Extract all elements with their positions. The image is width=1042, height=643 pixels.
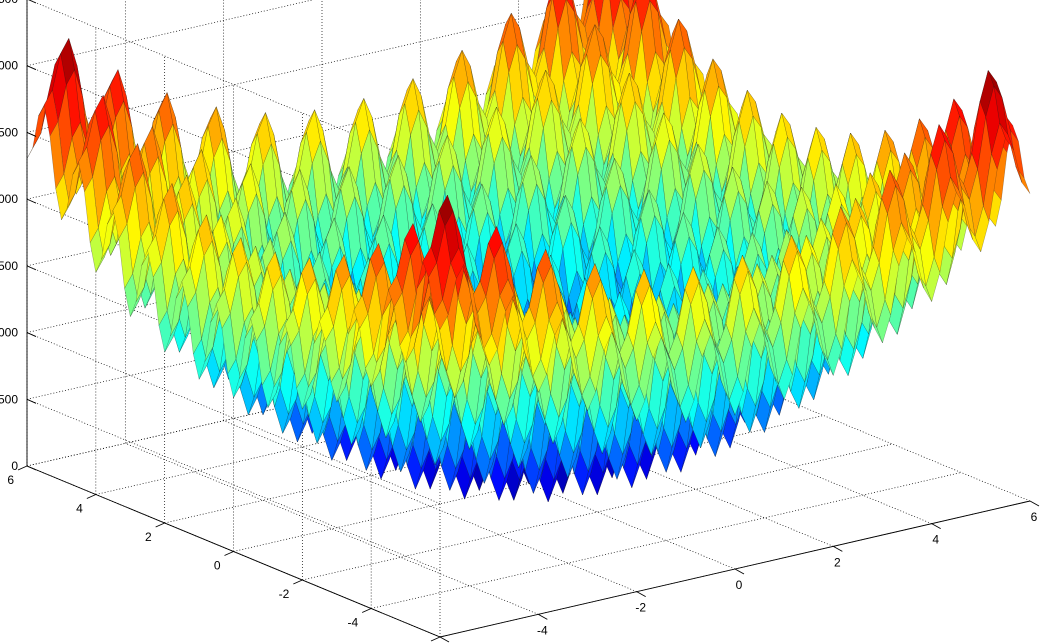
- floor-gridline-x: [125, 443, 539, 615]
- surface-mesh: [26, 0, 1031, 503]
- wall-left-gridline-z: [26, 65, 441, 238]
- wall-left-gridline-z: [26, 398, 441, 571]
- wall-left-gridline-z: [26, 332, 441, 504]
- surface-patch: [32, 101, 47, 149]
- floor-gridline-y: [302, 443, 893, 581]
- wall-left-gridline-z: [28, 0, 441, 171]
- wall-right-gridline-z: [26, 0, 604, 133]
- floor-gridline-y: [371, 472, 962, 609]
- wall-left-gridline-z: [26, 265, 441, 438]
